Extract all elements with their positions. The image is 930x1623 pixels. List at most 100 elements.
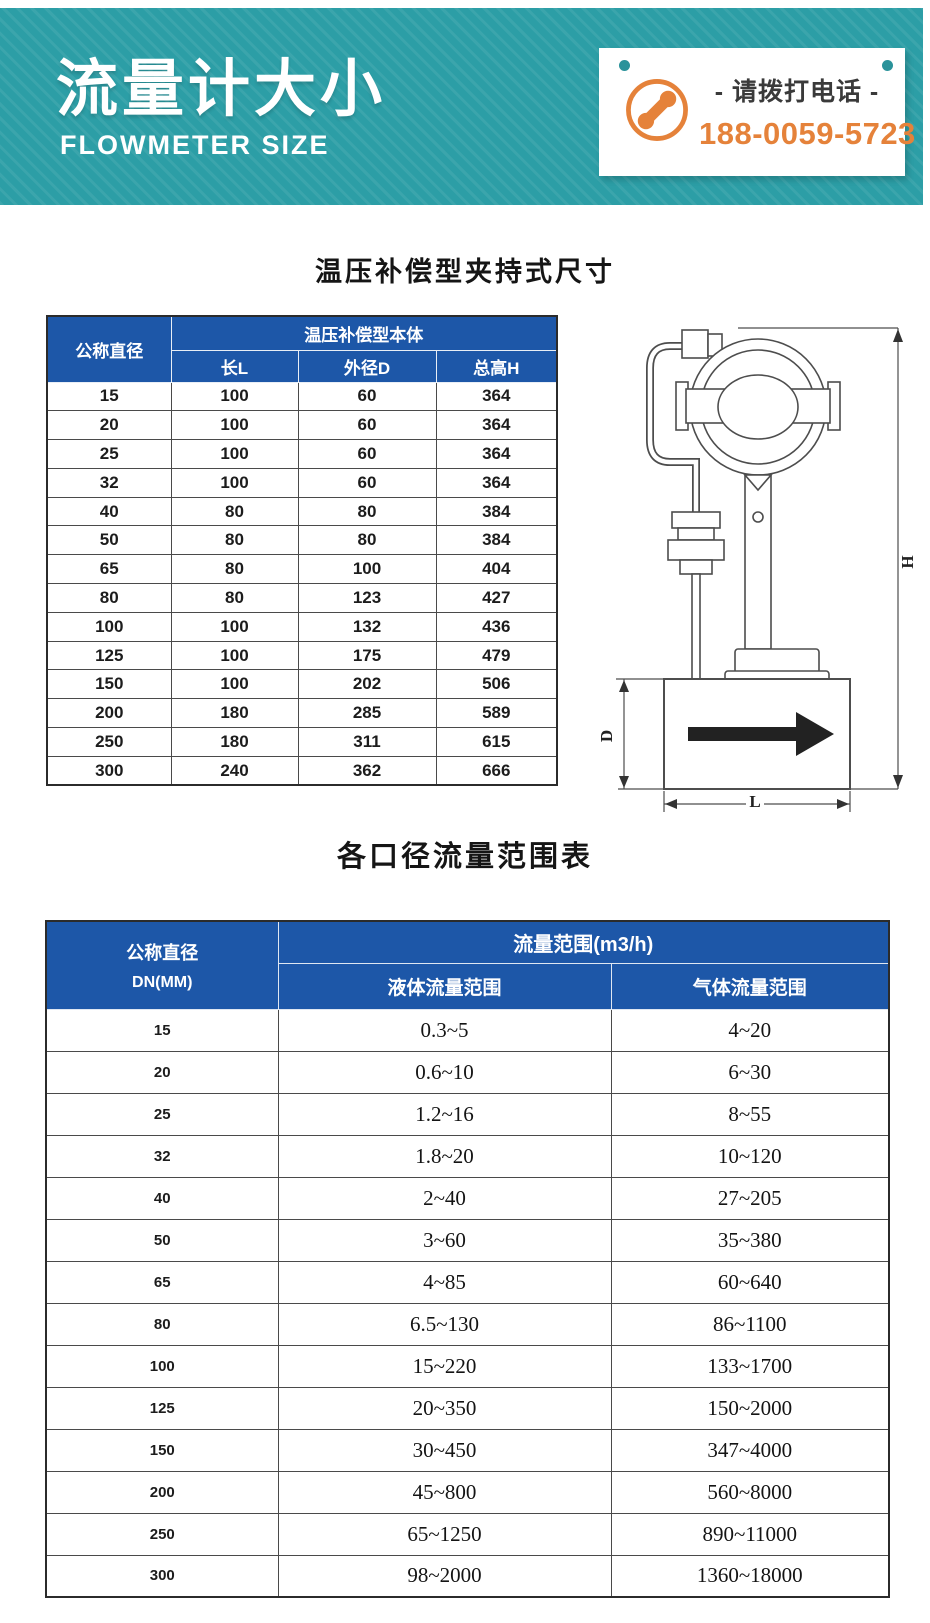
table-cell: 40 [45,1176,279,1220]
table-row: 32 1.8~20 10~120 [45,1134,890,1178]
table-row: 100 15~220 133~1700 [45,1344,890,1388]
table-cell: 180 [170,698,299,729]
dimension-label-h: H [898,555,917,568]
column-header-dn-line1: 公称直径 [126,942,199,963]
table-cell: 32 [45,1134,279,1178]
flow-section-title: 各口径流量范围表 [336,841,593,873]
table-cell: 100 [170,467,299,498]
table-cell: 384 [435,496,558,527]
table-cell: 0.3~5 [277,1008,612,1052]
table-row: 80 80 123 427 [46,583,558,613]
column-header-dn: 公称直径 DN(MM) [45,920,279,1010]
table-cell: 362 [297,755,437,786]
table-row: 80 6.5~130 86~1100 [45,1302,890,1346]
table-cell: 100 [45,1344,279,1388]
table-cell: 80 [46,583,172,613]
table-row: 125 100 175 479 [46,640,558,671]
table-cell: 479 [435,640,558,671]
table-row: 50 80 80 384 [46,525,558,556]
table-cell: 100 [170,611,299,642]
table-cell: 100 [170,410,299,441]
table-cell: 3~60 [277,1218,612,1262]
table-row: 15 100 60 364 [46,381,558,412]
table-cell: 25 [45,1092,279,1136]
table-cell: 60~640 [610,1260,890,1304]
table-cell: 35~380 [610,1218,890,1262]
page-subtitle: FLOWMETER SIZE [60,130,330,160]
table-row: 20 100 60 364 [46,410,558,441]
table-cell: 100 [170,381,299,412]
table-cell: 180 [170,727,299,757]
table-cell: 436 [435,611,558,642]
column-header-liquid-range: 液体流量范围 [277,962,612,1010]
table-cell: 615 [435,727,558,757]
table-cell: 50 [45,1218,279,1262]
table-cell: 202 [297,669,437,700]
table-cell: 427 [435,583,558,613]
table-cell: 40 [46,496,172,527]
table-row: 40 80 80 384 [46,496,558,527]
table-row: 25 100 60 364 [46,439,558,469]
table-cell: 123 [297,583,437,613]
table-cell: 45~800 [277,1470,612,1514]
table-cell: 80 [45,1302,279,1346]
table-cell: 364 [435,467,558,498]
table-cell: 65 [46,554,172,585]
table-cell: 150 [45,1428,279,1472]
table-row: 250 180 311 615 [46,727,558,757]
table-row: 150 30~450 347~4000 [45,1428,890,1472]
table-cell: 506 [435,669,558,700]
table-cell: 404 [435,554,558,585]
table-cell: 125 [45,1386,279,1430]
table-cell: 300 [45,1554,279,1598]
table-row: 50 3~60 35~380 [45,1218,890,1262]
table-cell: 200 [46,698,172,729]
table-row: 250 65~1250 890~11000 [45,1512,890,1556]
table-cell: 20 [46,410,172,441]
table-cell: 311 [297,727,437,757]
table-row: 100 100 132 436 [46,611,558,642]
phone-contact: - 请拨打电话 - 188-0059-5723 [699,72,916,152]
table-cell: 200 [45,1470,279,1514]
table-cell: 589 [435,698,558,729]
table-cell: 25 [46,439,172,469]
table-cell: 384 [435,525,558,556]
table-cell: 666 [435,755,558,786]
dimensions-section-title: 温压补偿型夹持式尺寸 [315,257,615,287]
table-cell: 20 [45,1050,279,1094]
phone-icon [623,76,691,144]
table-cell: 86~1100 [610,1302,890,1346]
column-header-flow-range-group: 流量范围(m3/h) [277,920,890,964]
dimensions-table: 公称直径 温压补偿型本体 长L 外径D 总高H 15 100 60 364 20 100 6… [46,315,559,787]
column-header-body-group: 温压补偿型本体 [170,315,558,351]
table-cell: 100 [297,554,437,585]
table-cell: 15~220 [277,1344,612,1388]
table-cell: 8~55 [610,1092,890,1136]
table-cell: 125 [46,640,172,671]
table-cell: 347~4000 [610,1428,890,1472]
table-cell: 65 [45,1260,279,1304]
table-cell: 10~120 [610,1134,890,1178]
table-row: 200 180 285 589 [46,698,558,729]
table-cell: 65~1250 [277,1512,612,1556]
table-cell: 27~205 [610,1176,890,1220]
dimension-label-l: L [749,792,760,811]
flow-range-table: 公称直径 DN(MM) 流量范围(m3/h) 液体流量范围 气体流量范围 15 0… [45,920,890,1598]
phone-label: - 请拨打电话 - [714,78,880,106]
table-cell: 6~30 [610,1050,890,1094]
table-cell: 60 [297,439,437,469]
table-cell: 1.8~20 [277,1134,612,1178]
table-cell: 133~1700 [610,1344,890,1388]
table-row: 15 0.3~5 4~20 [45,1008,890,1052]
table-cell: 364 [435,381,558,412]
phone-number: 188-0059-5723 [699,116,916,151]
table-cell: 2~40 [277,1176,612,1220]
table-cell: 30~450 [277,1428,612,1472]
table-cell: 60 [297,381,437,412]
column-header-diameter: 公称直径 [46,315,172,383]
dimension-label-d: D [597,730,616,742]
table-cell: 15 [46,381,172,412]
table-cell: 285 [297,698,437,729]
table-row: 65 4~85 60~640 [45,1260,890,1304]
